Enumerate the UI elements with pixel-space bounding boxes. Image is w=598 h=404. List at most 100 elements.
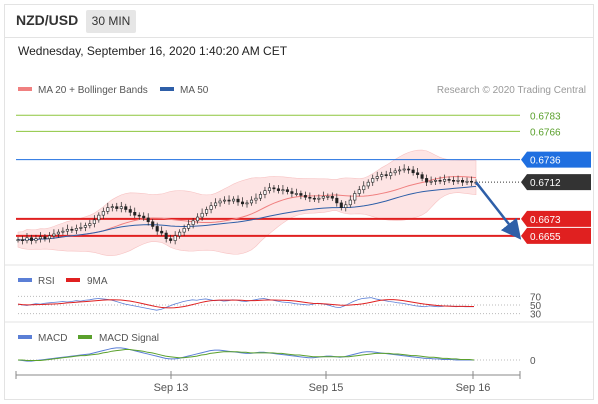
candle	[402, 164, 406, 173]
candle	[375, 171, 379, 182]
candle	[218, 198, 222, 207]
candle	[443, 174, 447, 186]
candle	[357, 185, 361, 197]
legend-rsi-label: RSI	[38, 276, 55, 287]
candle-body	[384, 174, 388, 176]
candle	[169, 234, 173, 244]
candle-body	[43, 236, 47, 239]
candle	[308, 192, 312, 202]
candle-body	[362, 185, 366, 191]
candle-body	[205, 209, 209, 214]
candle-body	[191, 220, 195, 225]
level-label-0.6655: 0.6655	[530, 232, 561, 243]
legend-rsi-ma-label: 9MA	[87, 276, 108, 287]
candle	[209, 201, 213, 214]
timeframe-badge[interactable]: 30 MIN	[86, 10, 136, 33]
candle-body	[330, 196, 334, 199]
candle	[191, 217, 195, 229]
candle-body	[380, 174, 384, 177]
candle-body	[79, 227, 83, 229]
candle	[20, 235, 25, 245]
candle-body	[83, 225, 87, 228]
ma50-line	[17, 185, 477, 241]
candle	[142, 212, 146, 221]
rsi-ma-line	[17, 299, 475, 309]
candle	[88, 219, 92, 229]
legend-ma20-swatch	[18, 87, 32, 91]
candle	[178, 229, 182, 239]
candle-body	[178, 231, 182, 237]
time-tick-label: Sep 15	[309, 382, 344, 394]
candle	[74, 224, 78, 234]
candle	[398, 166, 402, 175]
candle-body	[88, 223, 92, 226]
candle-body	[164, 232, 168, 239]
candle-body	[434, 179, 438, 182]
candle	[146, 213, 150, 226]
candle	[124, 203, 128, 213]
candle-body	[160, 230, 164, 234]
candle	[344, 201, 348, 212]
candle-body	[227, 199, 231, 202]
candle-body	[344, 204, 348, 208]
candle	[469, 176, 474, 186]
candle	[452, 176, 456, 186]
rsi-line	[17, 297, 474, 311]
candle-body	[65, 228, 69, 232]
macd-line	[17, 347, 474, 362]
candle-body	[115, 206, 119, 209]
candle-body	[34, 238, 38, 241]
candle	[200, 208, 204, 221]
candle	[43, 233, 47, 242]
legend-macd-label: MACD	[38, 333, 67, 344]
candle-body	[169, 238, 173, 241]
level-tag-0.6712	[521, 174, 591, 191]
candle	[119, 201, 123, 213]
rsi-level-label-70: 70	[530, 292, 542, 303]
candle	[321, 191, 325, 202]
candle-body	[456, 179, 460, 182]
candle-body	[236, 198, 240, 203]
candle-body	[240, 201, 245, 205]
candle-body	[92, 219, 96, 224]
candle-body	[281, 189, 285, 192]
candle	[196, 213, 200, 224]
candle	[29, 234, 33, 245]
candle-body	[353, 193, 357, 201]
candle-body	[366, 181, 370, 187]
candle-body	[294, 193, 298, 195]
candle-body	[70, 228, 74, 231]
candle	[227, 195, 231, 205]
candle-body	[56, 231, 60, 235]
candle-body	[110, 206, 114, 208]
candle-body	[285, 189, 289, 192]
level-label-0.6712: 0.6712	[530, 178, 561, 189]
candle	[236, 195, 240, 206]
candle	[384, 170, 388, 179]
candle	[258, 191, 262, 202]
candle	[465, 177, 469, 186]
candle	[339, 200, 343, 211]
legend-rsi-swatch	[18, 278, 32, 282]
candle-body	[272, 187, 276, 190]
candle	[187, 219, 191, 232]
candle	[25, 233, 29, 244]
candle-body	[133, 212, 137, 216]
candle	[160, 226, 164, 236]
candle-body	[348, 199, 352, 206]
candle	[267, 183, 271, 194]
candle-body	[447, 179, 451, 181]
pair-title: NZD/USD	[16, 12, 79, 28]
candle	[420, 171, 424, 182]
candlesticks	[16, 164, 478, 245]
level-tag-0.6655	[521, 227, 591, 244]
candle	[110, 203, 114, 212]
candle	[101, 207, 105, 219]
legend-macd-signal-swatch	[78, 335, 92, 339]
candle-body	[187, 224, 191, 229]
candle-body	[317, 197, 321, 200]
candle-body	[402, 168, 406, 171]
candle-body	[16, 239, 20, 241]
candle-body	[443, 179, 447, 182]
chart-frame	[4, 4, 594, 400]
